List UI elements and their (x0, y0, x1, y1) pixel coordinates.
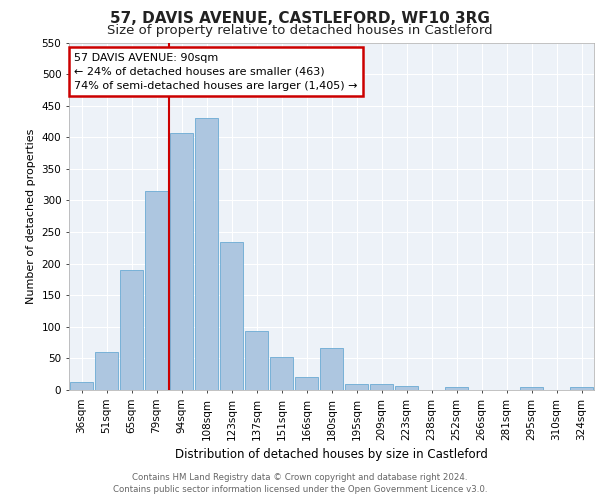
Text: Size of property relative to detached houses in Castleford: Size of property relative to detached ho… (107, 24, 493, 37)
X-axis label: Distribution of detached houses by size in Castleford: Distribution of detached houses by size … (175, 448, 488, 461)
Bar (170, 133, 193, 390)
Bar (370, 384, 394, 390)
Text: 57 DAVIS AVENUE: 90sqm
← 24% of detached houses are smaller (463)
74% of semi-de: 57 DAVIS AVENUE: 90sqm ← 24% of detached… (74, 53, 358, 91)
Y-axis label: Number of detached properties: Number of detached properties (26, 128, 36, 304)
Bar (95, 352, 118, 390)
Bar (245, 331, 268, 390)
Text: Contains HM Land Registry data © Crown copyright and database right 2024.
Contai: Contains HM Land Registry data © Crown c… (113, 472, 487, 494)
Bar (70, 382, 94, 390)
Bar (569, 387, 593, 390)
Text: 57, DAVIS AVENUE, CASTLEFORD, WF10 3RG: 57, DAVIS AVENUE, CASTLEFORD, WF10 3RG (110, 11, 490, 26)
Bar (344, 384, 368, 390)
Bar (295, 378, 319, 390)
Bar (269, 357, 293, 390)
Bar (119, 270, 143, 390)
Bar (194, 118, 218, 390)
Bar (395, 386, 418, 390)
Bar (320, 348, 343, 390)
Bar (445, 387, 469, 390)
Bar (220, 242, 244, 390)
Bar (145, 191, 169, 390)
Bar (520, 387, 544, 390)
